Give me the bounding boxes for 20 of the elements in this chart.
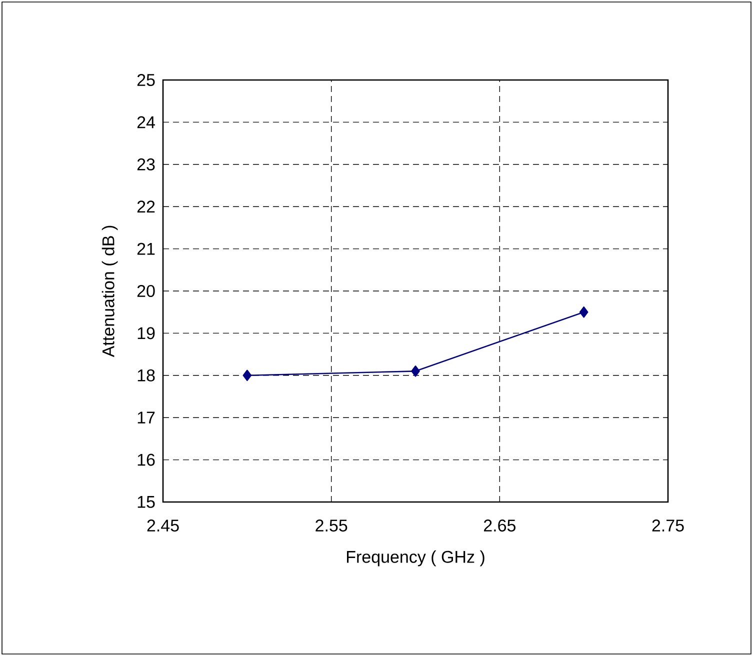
x-tick-label: 2.75 bbox=[652, 520, 684, 532]
point bbox=[579, 306, 588, 318]
y-axis-title: Attenuation ( dB ) bbox=[102, 226, 118, 358]
y-tick-label: 18 bbox=[138, 369, 155, 382]
x-tick-label: 2.45 bbox=[147, 520, 179, 532]
y-tick-label: 17 bbox=[138, 412, 155, 424]
y-tick-label: 20 bbox=[137, 284, 155, 298]
y-tick-label: 21 bbox=[137, 242, 155, 255]
y-tick-label: 23 bbox=[137, 158, 155, 170]
y-tick-label: 16 bbox=[138, 454, 155, 466]
y-tick-label: 24 bbox=[137, 116, 155, 128]
y-tick-label: 25 bbox=[137, 74, 155, 86]
y-tick-label: 22 bbox=[137, 200, 155, 213]
x-tick-label: 2.65 bbox=[484, 520, 516, 532]
point bbox=[242, 370, 252, 382]
x-axis-title: Frequency ( GHz ) bbox=[346, 550, 484, 566]
x-tick-label: 2.55 bbox=[316, 520, 348, 532]
y-tick-label: 15 bbox=[138, 496, 155, 508]
point bbox=[411, 366, 420, 377]
y-tick-label: 19 bbox=[138, 327, 155, 340]
